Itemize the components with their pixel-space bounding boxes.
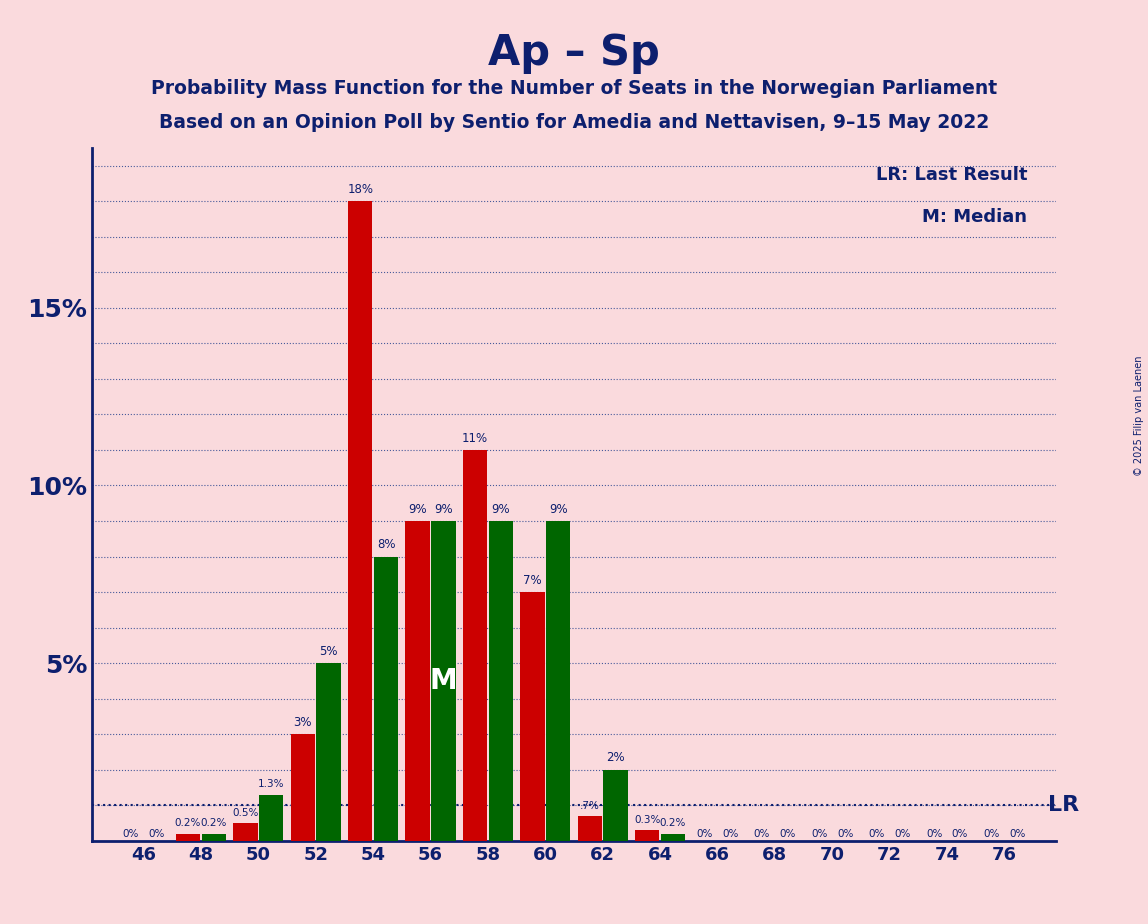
Text: 0%: 0%	[812, 829, 828, 839]
Bar	[317, 663, 341, 841]
Text: .7%: .7%	[580, 800, 599, 810]
Text: 0%: 0%	[984, 829, 1000, 839]
Text: 0.3%: 0.3%	[634, 815, 660, 825]
Text: LR: LR	[1048, 796, 1079, 815]
Text: 0%: 0%	[894, 829, 910, 839]
Bar	[405, 521, 429, 841]
Bar	[661, 833, 685, 841]
Bar	[489, 521, 513, 841]
Text: 0.2%: 0.2%	[660, 819, 687, 829]
Text: 0.5%: 0.5%	[232, 808, 258, 818]
Text: 0%: 0%	[952, 829, 968, 839]
Bar	[176, 833, 200, 841]
Text: 9%: 9%	[491, 503, 510, 516]
Text: 5%: 5%	[319, 645, 338, 658]
Text: 11%: 11%	[461, 432, 488, 444]
Text: 9%: 9%	[434, 503, 452, 516]
Text: 0%: 0%	[837, 829, 853, 839]
Text: 0%: 0%	[722, 829, 738, 839]
Text: 2%: 2%	[606, 751, 625, 764]
Text: 18%: 18%	[347, 183, 373, 196]
Text: 0%: 0%	[779, 829, 796, 839]
Text: 9%: 9%	[409, 503, 427, 516]
Text: 8%: 8%	[377, 538, 395, 552]
Bar	[635, 830, 659, 841]
Text: © 2025 Filip van Laenen: © 2025 Filip van Laenen	[1134, 356, 1143, 476]
Text: 3%: 3%	[294, 716, 312, 729]
Text: 1.3%: 1.3%	[258, 779, 285, 789]
Text: M: Median: M: Median	[923, 208, 1027, 226]
Bar	[374, 556, 398, 841]
Text: 0%: 0%	[148, 829, 164, 839]
Title: Ap – Sp: Ap – Sp	[488, 31, 660, 74]
Bar	[202, 833, 226, 841]
Text: 7%: 7%	[523, 574, 542, 587]
Bar	[233, 823, 257, 841]
Text: 0%: 0%	[926, 829, 943, 839]
Text: 9%: 9%	[549, 503, 567, 516]
Bar	[577, 816, 602, 841]
Text: 0%: 0%	[869, 829, 885, 839]
Bar	[520, 592, 544, 841]
Bar	[290, 735, 315, 841]
Text: Probability Mass Function for the Number of Seats in the Norwegian Parliament: Probability Mass Function for the Number…	[150, 79, 998, 98]
Text: 0.2%: 0.2%	[201, 819, 227, 829]
Text: LR: Last Result: LR: Last Result	[876, 165, 1027, 184]
Text: M: M	[429, 667, 457, 695]
Text: Based on an Opinion Poll by Sentio for Amedia and Nettavisen, 9–15 May 2022: Based on an Opinion Poll by Sentio for A…	[158, 113, 990, 132]
Bar	[259, 795, 284, 841]
Bar	[463, 450, 487, 841]
Bar	[604, 770, 628, 841]
Text: 0.2%: 0.2%	[174, 819, 201, 829]
Bar	[432, 521, 456, 841]
Text: 0%: 0%	[754, 829, 770, 839]
Bar	[348, 201, 372, 841]
Text: 0%: 0%	[1009, 829, 1025, 839]
Text: 0%: 0%	[123, 829, 139, 839]
Text: 0%: 0%	[697, 829, 713, 839]
Bar	[546, 521, 571, 841]
